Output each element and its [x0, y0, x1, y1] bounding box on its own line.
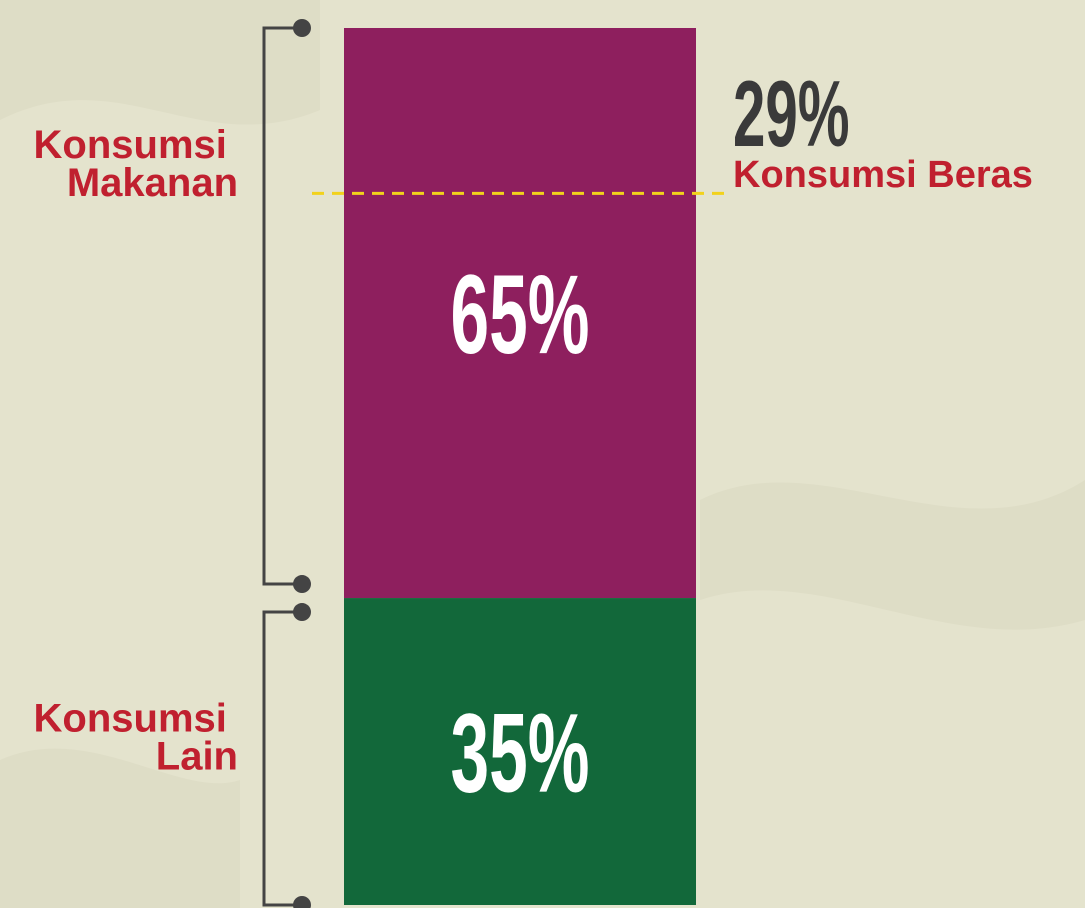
annotation-text: Konsumsi Beras	[733, 154, 1033, 196]
bracket-dot	[293, 603, 311, 622]
bar-segment	[344, 28, 696, 599]
bracket-dot	[293, 19, 311, 37]
value-label: 35%	[451, 691, 590, 816]
bracket	[262, 26, 302, 586]
value-label: 65%	[451, 252, 590, 377]
series-label: Konsumsi Makanan	[34, 123, 238, 205]
bracket-dot	[293, 896, 311, 908]
series-label: Konsumsi Lain	[34, 697, 238, 779]
bracket-dot	[293, 575, 311, 594]
bracket	[262, 610, 302, 907]
bar-segment	[344, 598, 696, 905]
annotation-value: 29%	[733, 61, 850, 167]
